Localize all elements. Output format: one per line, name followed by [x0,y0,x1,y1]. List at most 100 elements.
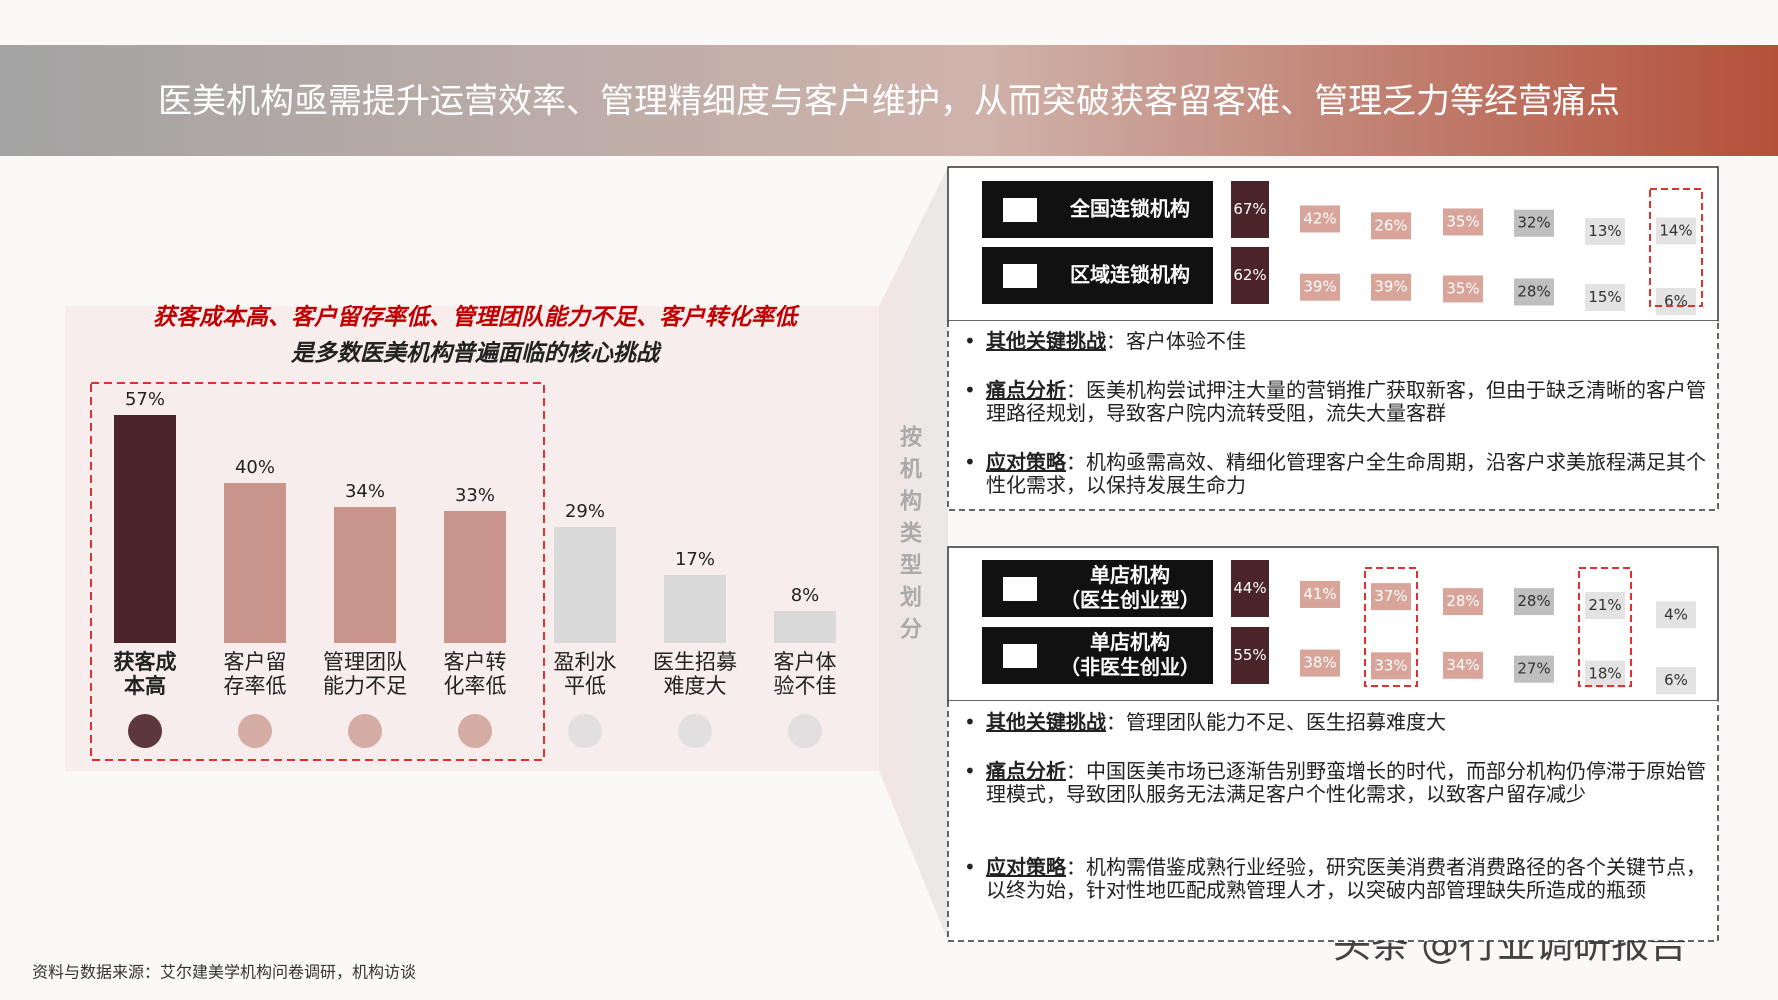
value-label: 6% [1664,671,1688,689]
category-label: 盈利水 [554,650,617,674]
bullet: 应对策略：机构需借鉴成熟行业经验，研究医美消费者消费路径的各个关键节点，以终为始… [962,856,1706,902]
value-box [1371,273,1411,301]
category-label: 客户转 [444,650,507,674]
row-icon [1003,577,1037,601]
connector [879,167,948,941]
category-label: 存率低 [224,674,287,698]
row-label: 单店机构 [1090,630,1170,654]
category-label: 医生招募 [653,650,737,674]
category-label: 化率低 [444,674,507,698]
value-box [1585,660,1625,688]
title-bar [0,45,1778,156]
value-box [1514,278,1554,306]
icon [678,714,712,748]
title: 医美机构亟需提升运营效率、管理精细度与客户维护，从而突破获客留客难、管理乏力等经… [158,82,1620,122]
value-label: 41% [1303,585,1336,603]
value-box [1585,591,1625,619]
row-icon [1003,198,1037,222]
value-label: 39% [1303,278,1336,296]
bullet: 应对策略：机构亟需高效、精细化管理客户全生命周期，沿客户求美旅程满足其个性化需求… [962,451,1706,497]
value-label: 28% [1446,592,1479,610]
value-label: 28% [1517,592,1550,610]
value-box [1585,284,1625,312]
value-box [1514,588,1554,616]
highlight-box [90,382,545,761]
bullet-text: ：客户体验不佳 [1106,329,1246,353]
value-label: 34% [345,481,385,502]
bullet-text: ：管理团队能力不足、医生招募难度大 [1106,710,1446,734]
icon [128,714,162,748]
value-box [1443,208,1483,236]
value-label: 44% [1233,579,1266,597]
value-box [1231,247,1269,304]
bullet: 其他关键挑战：管理团队能力不足、医生招募难度大 [962,710,1706,735]
value-box [1656,287,1696,315]
value-label: 35% [1446,279,1479,297]
value-label: 6% [1664,292,1688,310]
value-box [1514,655,1554,683]
value-label: 34% [1446,656,1479,674]
value-box [1300,205,1340,233]
category-label: 平低 [564,674,606,698]
icon [238,714,272,748]
value-label: 13% [1588,222,1621,240]
segment-label: 按机构类型划分 [896,425,921,649]
row-label: （医生创业型） [1060,588,1200,612]
category-label: 客户留 [224,650,287,674]
value-label: 39% [1374,278,1407,296]
row-label: 区域连锁机构 [1070,263,1190,287]
value-label: 8% [791,585,820,606]
row-label: （非医生创业） [1060,655,1200,679]
category-label: 验不佳 [774,674,837,698]
row-icon [1003,264,1037,288]
value-label: 62% [1233,266,1266,284]
bar [334,507,396,643]
bullet-label: 其他关键挑战 [986,329,1106,353]
icon [568,714,602,748]
value-label: 33% [1374,656,1407,674]
chart-subtitle: 是多数医美机构普遍面临的核心挑战 [290,341,662,367]
bullet-label: 应对策略 [986,855,1066,879]
value-label: 38% [1303,654,1336,672]
bullet: 痛点分析：中国医美市场已逐渐告别野蛮增长的时代，而部分机构仍停滞于原始管理模式，… [962,760,1706,806]
row-label: 全国连锁机构 [1069,197,1190,221]
panel-dashed [947,701,1719,942]
value-label: 42% [1303,209,1336,227]
value-label: 33% [455,485,495,506]
bullet: 其他关键挑战：客户体验不佳 [962,329,1706,354]
category-label: 能力不足 [323,674,407,698]
value-box [1371,652,1411,680]
value-box [1585,217,1625,245]
value-label: 17% [675,549,715,570]
value-label: 67% [1233,200,1266,218]
value-label: 37% [1374,587,1407,605]
bar [114,415,176,643]
value-box [1231,181,1269,238]
chart-title: 获客成本高、客户留存率低、管理团队能力不足、客户转化率低 [153,304,801,331]
row-icon [1003,644,1037,668]
bar [664,575,726,643]
value-label: 28% [1517,282,1550,300]
value-label: 4% [1664,605,1688,623]
category-label: 本高 [124,674,166,698]
category-label: 获客成 [114,650,177,674]
highlight-column [1649,188,1703,307]
bullet-label: 其他关键挑战 [986,710,1106,734]
bullet-label: 痛点分析 [986,378,1066,402]
value-box [1371,212,1411,240]
value-label: 21% [1588,596,1621,614]
value-label: 35% [1446,212,1479,230]
row-label: 单店机构 [1090,563,1170,587]
category-label: 难度大 [664,674,727,698]
value-box [1443,651,1483,679]
bar [444,511,506,643]
value-box [1300,649,1340,677]
value-box [1371,583,1411,611]
value-label: 57% [125,389,165,410]
value-box [1231,627,1269,684]
highlight-column [1578,567,1632,687]
value-label: 18% [1588,665,1621,683]
bar [224,483,286,643]
